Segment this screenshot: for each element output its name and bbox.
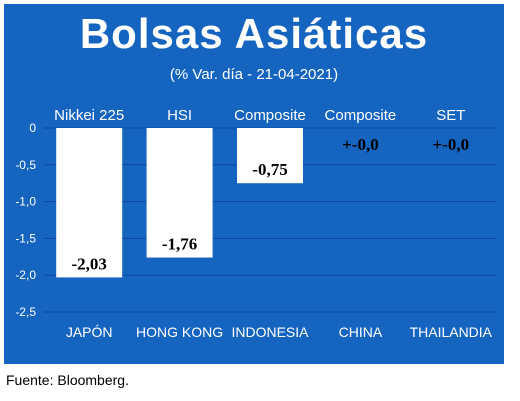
data-label: -1,76: [162, 235, 197, 254]
index-name-label: Nikkei 225: [54, 107, 124, 124]
chart-title: Bolsas Asiáticas: [79, 10, 429, 57]
bar-chart: 0 -0,5 -1,0 -1,5 -2,0 -2,5 -2,03 Nikkei 225 JAPÓ…: [15, 107, 496, 340]
bar: [237, 128, 303, 184]
index-name-label: Composite: [325, 107, 397, 124]
chart-subtitle: (% Var. día - 21-04-2021): [169, 66, 339, 83]
index-name-label: SET: [436, 107, 465, 124]
category-label: CHINA: [339, 324, 383, 340]
category-label: THAILANDIA: [410, 324, 493, 340]
index-name-label: Composite: [234, 107, 306, 124]
source-note: Fuente: Bloomberg.: [6, 372, 129, 388]
data-label: -0,75: [252, 160, 287, 179]
category-label: JAPÓN: [66, 324, 113, 340]
bar: [56, 128, 123, 278]
y-tick-label: -0,5: [15, 158, 36, 172]
data-label: +-0,0: [432, 135, 469, 154]
y-tick-label: -2,5: [15, 305, 36, 319]
y-tick-label: 0: [29, 121, 36, 135]
chart-panel: Bolsas Asiáticas (% Var. día - 21-04-202…: [4, 4, 504, 364]
bar: [146, 128, 213, 258]
category-label: INDONESIA: [231, 324, 309, 340]
data-label: -2,03: [71, 254, 106, 273]
data-label: +-0,0: [342, 135, 379, 154]
y-tick-label: -1,5: [15, 231, 36, 245]
index-name-label: HSI: [167, 107, 192, 124]
category-label: HONG KONG: [136, 324, 223, 340]
y-tick-label: -1,0: [15, 195, 36, 209]
y-tick-label: -2,0: [15, 268, 36, 282]
